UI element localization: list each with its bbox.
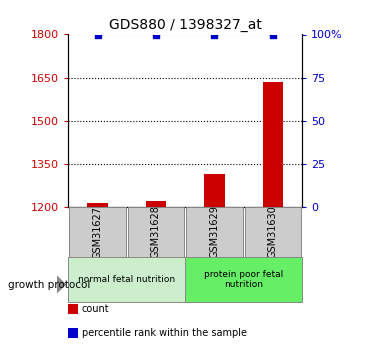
Bar [263, 82, 283, 207]
FancyBboxPatch shape [128, 207, 184, 257]
Text: GSM31628: GSM31628 [151, 206, 161, 258]
Text: GSM31630: GSM31630 [268, 206, 278, 258]
Bar [87, 203, 108, 207]
Text: GSM31629: GSM31629 [209, 206, 220, 258]
Text: GSM31627: GSM31627 [92, 206, 103, 258]
Text: protein poor fetal
nutrition: protein poor fetal nutrition [204, 270, 284, 289]
Text: growth protocol: growth protocol [8, 280, 90, 289]
Bar [204, 174, 225, 207]
Text: count: count [82, 304, 110, 314]
Point [270, 32, 276, 37]
FancyBboxPatch shape [186, 207, 243, 257]
Polygon shape [57, 275, 66, 294]
Point [211, 32, 218, 37]
FancyBboxPatch shape [69, 207, 126, 257]
Bar [146, 201, 166, 207]
FancyBboxPatch shape [245, 207, 301, 257]
Text: normal fetal nutrition: normal fetal nutrition [78, 275, 176, 284]
Title: GDS880 / 1398327_at: GDS880 / 1398327_at [109, 18, 262, 32]
FancyBboxPatch shape [68, 257, 185, 302]
FancyBboxPatch shape [185, 257, 302, 302]
Point [94, 32, 101, 37]
Text: percentile rank within the sample: percentile rank within the sample [82, 328, 247, 338]
Point [153, 32, 159, 37]
